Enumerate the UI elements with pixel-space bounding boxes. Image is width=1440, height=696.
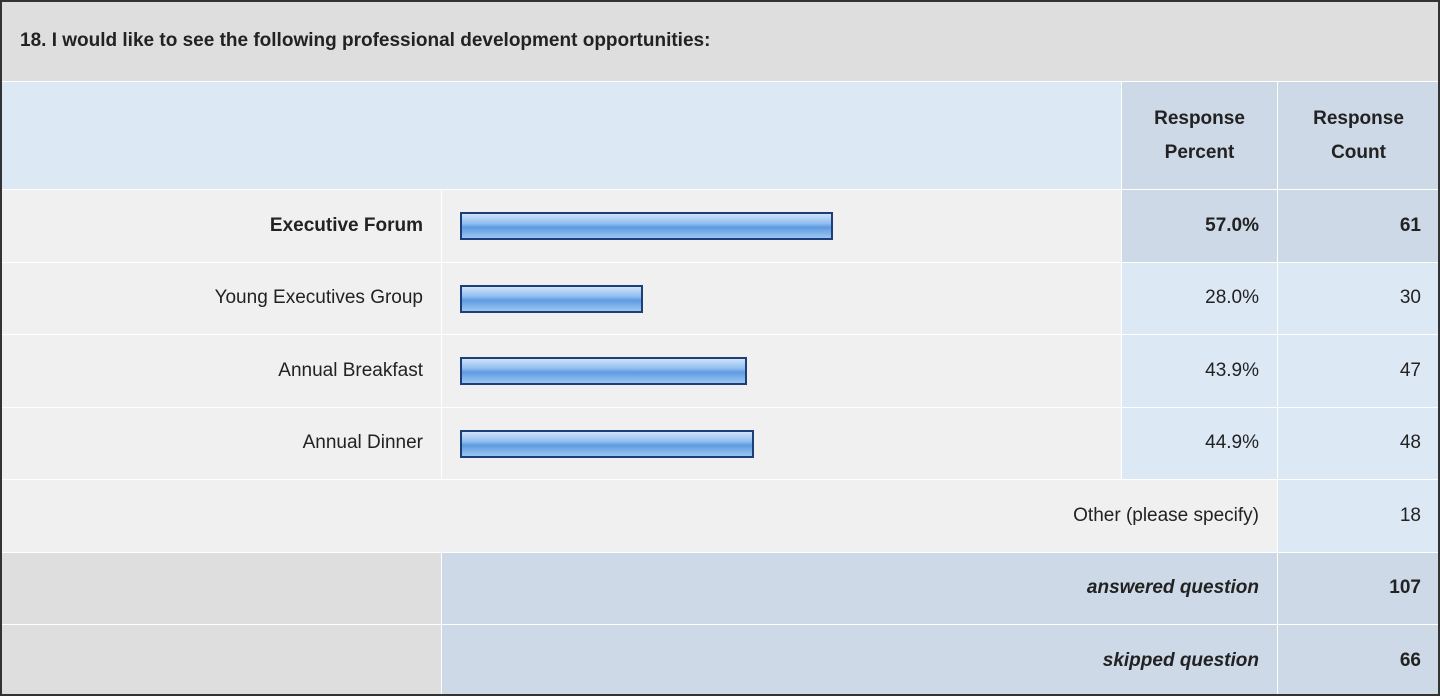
header-count: Response Count xyxy=(1278,82,1440,190)
count: 61 xyxy=(1278,190,1440,263)
bar xyxy=(460,357,748,386)
answered-count: 107 xyxy=(1278,552,1440,625)
count: 47 xyxy=(1278,335,1440,408)
header-percent: Response Percent xyxy=(1122,82,1278,190)
title: 18. I would like to see the following pr… xyxy=(0,0,1440,82)
other-label: Other (please specify) xyxy=(0,480,1278,553)
answered-label: answered question xyxy=(442,552,1278,625)
count: 48 xyxy=(1278,407,1440,480)
percent: 44.9% xyxy=(1122,407,1278,480)
header-blank xyxy=(0,82,1122,190)
category-label: Annual Dinner xyxy=(0,407,442,480)
answered-blank xyxy=(0,552,442,625)
other-count: 18 xyxy=(1278,480,1440,553)
category-label: Young Executives Group xyxy=(0,262,442,335)
skipped-count: 66 xyxy=(1278,625,1440,696)
bar xyxy=(460,429,754,458)
percent: 43.9% xyxy=(1122,335,1278,408)
percent: 57.0% xyxy=(1122,190,1278,263)
bar xyxy=(460,212,833,241)
category-label: Executive Forum xyxy=(0,190,442,263)
percent: 28.0% xyxy=(1122,262,1278,335)
skipped-blank xyxy=(0,625,442,696)
count: 30 xyxy=(1278,262,1440,335)
skipped-label: skipped question xyxy=(442,625,1278,696)
bar xyxy=(460,284,644,313)
category-label: Annual Breakfast xyxy=(0,335,442,408)
